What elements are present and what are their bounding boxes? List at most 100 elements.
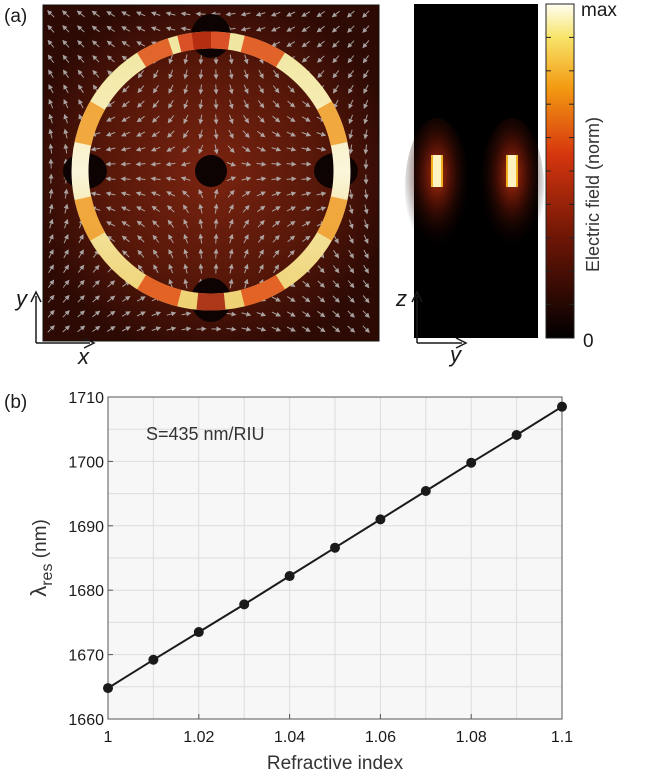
field-arrow xyxy=(347,280,355,289)
field-arrow xyxy=(120,206,131,212)
field-arrow xyxy=(77,295,85,303)
x-tick-label: 1.02 xyxy=(183,729,214,746)
field-arrow xyxy=(63,249,69,259)
field-arrow xyxy=(47,309,55,318)
field-arrow xyxy=(181,326,192,332)
field-arrow xyxy=(271,176,282,182)
field-arrow xyxy=(332,325,341,333)
field-arrow xyxy=(316,131,327,137)
field-arrow xyxy=(183,248,189,259)
field-arrow xyxy=(136,311,146,317)
field-arrow xyxy=(213,248,219,259)
xy-axis-indicator: y x xyxy=(14,286,96,369)
data-point xyxy=(330,542,340,553)
field-arrow xyxy=(256,311,267,317)
field-arrow xyxy=(121,40,130,47)
field-arrow xyxy=(120,146,131,152)
data-point xyxy=(148,654,159,665)
field-arrow xyxy=(348,99,354,110)
xy-vertical-axis-letter: y xyxy=(14,286,29,311)
field-arrow xyxy=(121,311,131,317)
field-arrow xyxy=(363,69,369,79)
field-arrow xyxy=(332,310,341,318)
field-arrow xyxy=(77,54,85,63)
field-arrow xyxy=(347,310,355,318)
field-arrow xyxy=(255,11,266,17)
field-arrow xyxy=(333,250,340,259)
field-arrow xyxy=(168,234,174,244)
data-point xyxy=(420,486,431,497)
field-arrow xyxy=(332,70,340,79)
ring-hotspot-arc xyxy=(316,196,348,241)
field-arrow xyxy=(48,98,54,109)
field-arrow xyxy=(301,11,311,17)
field-arrow xyxy=(258,69,264,79)
field-arrow xyxy=(348,84,354,94)
field-arrow xyxy=(198,99,204,110)
field-arrow xyxy=(168,69,174,80)
field-arrow xyxy=(106,25,115,33)
field-arrow xyxy=(228,263,234,274)
y-tick-label: 1670 xyxy=(68,648,104,665)
ring-hotspot-arc xyxy=(196,292,226,311)
field-arrow xyxy=(150,26,161,32)
field-arrow xyxy=(272,234,280,243)
field-arrow xyxy=(301,131,312,137)
field-arrow xyxy=(137,264,145,273)
field-arrow xyxy=(48,218,54,229)
field-arrow xyxy=(301,26,310,33)
field-arrow xyxy=(271,131,281,137)
field-arrow xyxy=(150,161,161,167)
field-arrow xyxy=(198,248,204,259)
field-arrow xyxy=(228,69,234,80)
field-arrow xyxy=(286,206,297,212)
field-arrow xyxy=(213,203,219,214)
field-arrow xyxy=(106,116,116,122)
field-arrow xyxy=(228,248,234,259)
field-arrow xyxy=(272,249,280,258)
field-arrow xyxy=(346,10,355,18)
y-axis-title-sub: res xyxy=(39,564,56,586)
field-arrow xyxy=(316,25,325,33)
field-arrow xyxy=(286,161,297,167)
field-arrow xyxy=(316,191,327,197)
x-axis-title: Refractive index xyxy=(267,753,404,774)
field-arrow xyxy=(213,129,219,140)
field-arrow xyxy=(272,100,280,108)
x-tick-label: 1.08 xyxy=(456,729,487,746)
field-arrow xyxy=(166,130,175,138)
field-arrow xyxy=(62,325,71,333)
field-arrow xyxy=(165,176,176,182)
field-arrow xyxy=(286,26,296,32)
field-arrow xyxy=(120,176,131,182)
field-arrow xyxy=(242,204,250,213)
field-arrow xyxy=(137,249,145,258)
field-arrow xyxy=(316,40,325,48)
field-arrow xyxy=(301,161,312,167)
y-axis-ticks: 1660 1670 1680 1690 1700 1710 xyxy=(68,390,113,729)
field-arrow xyxy=(90,191,101,197)
field-arrow xyxy=(47,294,55,303)
field-arrow xyxy=(348,129,354,140)
field-arrow xyxy=(107,310,116,318)
field-arrow xyxy=(271,206,281,212)
field-arrow xyxy=(121,326,131,332)
y-axis-title-unit: (nm) xyxy=(30,519,51,563)
field-arrow xyxy=(63,188,69,199)
field-arrow xyxy=(258,264,264,274)
field-arrow xyxy=(122,85,130,93)
y-tick-label: 1710 xyxy=(68,390,104,407)
field-arrow xyxy=(198,144,204,155)
field-arrow xyxy=(77,264,85,273)
field-arrow xyxy=(92,69,100,78)
yz-field-map xyxy=(405,4,544,338)
field-arrow xyxy=(48,69,54,79)
field-arrow xyxy=(243,234,249,244)
field-arrow xyxy=(301,40,310,48)
field-arrow xyxy=(151,326,162,332)
field-arrow xyxy=(153,264,159,274)
field-arrow xyxy=(106,221,116,227)
field-arrow xyxy=(243,248,249,259)
field-arrow xyxy=(63,203,69,214)
x-tick-label: 1.1 xyxy=(551,729,573,746)
